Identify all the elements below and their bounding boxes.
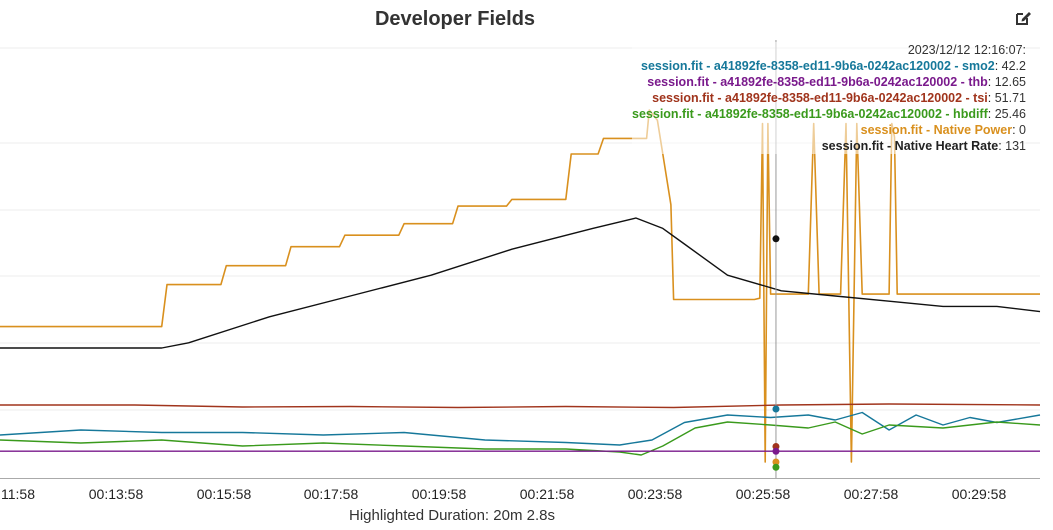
highlight-marker-0	[772, 458, 780, 466]
legend-label: session.fit - Native Power	[860, 123, 1013, 137]
legend-value: 42.2	[1001, 59, 1026, 73]
series-line-3	[0, 411, 1041, 446]
highlight-marker-5	[772, 447, 780, 455]
legend-row-thb: session.fit - a41892fe-8358-ed11-9b6a-02…	[647, 75, 1026, 89]
x-tick-label: 00:29:58	[951, 486, 1007, 502]
highlight-marker-1	[772, 235, 780, 243]
x-tick-label: 00:15:58	[196, 486, 252, 502]
x-tick-label: 00:23:58	[627, 486, 683, 502]
x-axis-line	[0, 478, 1040, 479]
legend-value: 25.46	[994, 107, 1026, 121]
legend-row-power: session.fit - Native Power: 0	[860, 123, 1026, 137]
legend-row-smo2: session.fit - a41892fe-8358-ed11-9b6a-02…	[641, 59, 1026, 73]
legend-value: 12.65	[994, 75, 1026, 89]
legend-value: 0	[1019, 123, 1026, 137]
series-line-0	[0, 109, 1040, 463]
series-line-1	[0, 217, 1041, 349]
series-line-2	[0, 403, 1041, 409]
legend-value: 51.71	[994, 91, 1026, 105]
legend-label: session.fit - Native Heart Rate	[821, 139, 999, 153]
legend-value: 131	[1005, 139, 1026, 153]
series-line-4	[0, 421, 1041, 456]
x-tick-label: 00:27:58	[843, 486, 899, 502]
highlight-marker-2	[772, 442, 780, 450]
highlight-marker-3	[772, 405, 780, 413]
x-tick-label: 00:21:58	[519, 486, 575, 502]
legend-row-hbdiff: session.fit - a41892fe-8358-ed11-9b6a-02…	[632, 107, 1026, 121]
x-tick-label: 00:25:58	[735, 486, 791, 502]
x-tick-label: 00:13:58	[88, 486, 144, 502]
legend-timestamp: 2023/12/12 12:16:07:	[907, 43, 1026, 57]
x-tick-label: 11:58	[1, 486, 35, 502]
legend-row-tsi: session.fit - a41892fe-8358-ed11-9b6a-02…	[652, 91, 1026, 105]
legend-label: session.fit - a41892fe-8358-ed11-9b6a-02…	[641, 59, 995, 73]
chart-legend: 2023/12/12 12:16:07: session.fit - a4189…	[632, 42, 1026, 154]
legend-label: session.fit - a41892fe-8358-ed11-9b6a-02…	[632, 107, 988, 121]
x-tick-label: 00:19:58	[411, 486, 467, 502]
x-tick-label: 00:17:58	[303, 486, 359, 502]
legend-label: session.fit - a41892fe-8358-ed11-9b6a-02…	[652, 91, 988, 105]
chart-title: Developer Fields	[374, 8, 536, 30]
legend-label: session.fit - a41892fe-8358-ed11-9b6a-02…	[647, 75, 988, 89]
legend-row-heart-rate: session.fit - Native Heart Rate: 131	[821, 139, 1026, 153]
edit-icon[interactable]	[1013, 8, 1033, 28]
highlighted-duration: Highlighted Duration: 20m 2.8s	[349, 507, 555, 524]
highlight-marker-4	[772, 463, 780, 471]
